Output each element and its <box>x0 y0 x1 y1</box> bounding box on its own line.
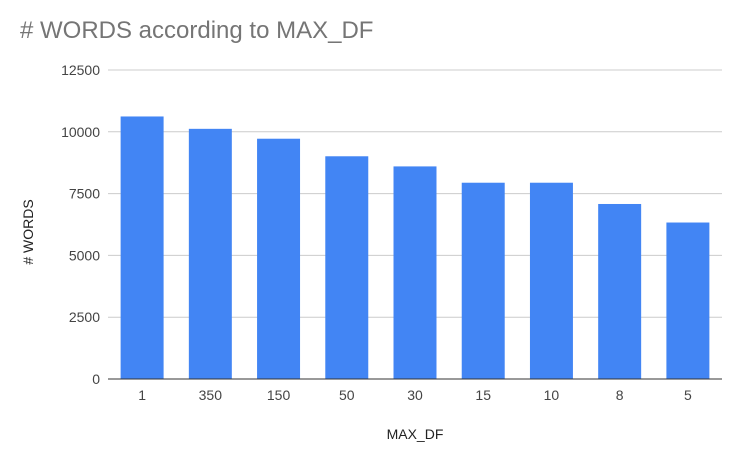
y-tick-label: 2500 <box>69 309 100 325</box>
bar-150 <box>257 138 301 379</box>
x-tick-label: 30 <box>407 387 423 403</box>
x-axis-title: MAX_DF <box>387 426 444 442</box>
bar-30 <box>393 166 437 379</box>
x-axis-ticks: 1 350 150 50 30 15 10 8 5 <box>138 387 692 403</box>
x-tick-label: 350 <box>199 387 223 403</box>
bar-350 <box>188 128 232 379</box>
chart-title: # WORDS according to MAX_DF <box>20 17 374 44</box>
y-tick-label: 12500 <box>61 62 100 78</box>
bar-5 <box>666 222 710 379</box>
x-tick-label: 50 <box>339 387 355 403</box>
bar-8 <box>598 203 642 379</box>
bar-50 <box>325 156 369 379</box>
y-axis-title: # WORDS <box>20 199 36 264</box>
bar-1 <box>120 116 164 379</box>
y-tick-label: 10000 <box>61 124 100 140</box>
bar-15 <box>461 182 505 379</box>
bars <box>108 116 722 380</box>
x-tick-label: 150 <box>267 387 291 403</box>
y-tick-label: 0 <box>92 371 100 387</box>
x-tick-label: 8 <box>616 387 624 403</box>
y-tick-label: 5000 <box>69 247 100 263</box>
x-tick-label: 5 <box>684 387 692 403</box>
y-axis-ticks: 0 2500 5000 7500 10000 12500 <box>61 62 100 387</box>
x-tick-label: 1 <box>138 387 146 403</box>
bar-10 <box>529 182 573 379</box>
x-tick-label: 10 <box>544 387 560 403</box>
x-tick-label: 15 <box>475 387 491 403</box>
y-tick-label: 7500 <box>69 186 100 202</box>
